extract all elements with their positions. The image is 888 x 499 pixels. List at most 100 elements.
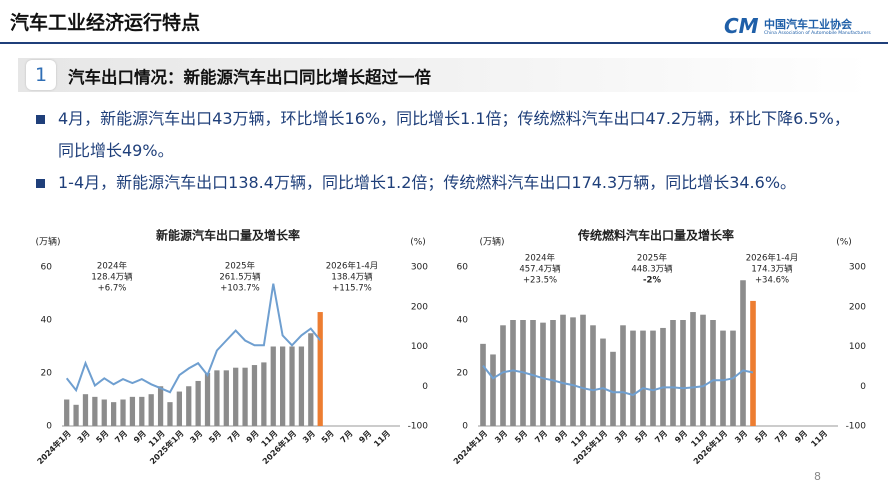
bar: [650, 330, 656, 426]
bar: [570, 317, 576, 426]
annotation: 448.3万辆: [631, 264, 673, 275]
x-tick-label: 7月: [226, 429, 242, 445]
bar: [280, 346, 286, 426]
bar: [690, 312, 696, 426]
x-tick-label: 7月: [533, 429, 549, 445]
bullet-list: 4月，新能源汽车出口43万辆，环比增长16%，同比增长1.1倍；传统燃料汽车出口…: [34, 103, 864, 199]
x-tick-label: 5月: [207, 429, 223, 445]
annotation: 128.4万辆: [91, 272, 133, 283]
bar: [580, 314, 586, 426]
y2-tick-label: 300: [849, 263, 866, 273]
bullet: 1-4月，新能源汽车出口138.4万辆，同比增长1.2倍；传统燃料汽车出口174…: [34, 167, 864, 199]
bar: [610, 351, 616, 426]
x-tick-label: 9月: [553, 429, 569, 445]
y-unit: (万辆): [35, 236, 60, 248]
bar: [251, 365, 258, 426]
bar: [308, 333, 314, 426]
y-tick-label: 20: [457, 369, 469, 379]
bar: [167, 402, 173, 426]
bar: [186, 386, 192, 426]
x-tick-label: 5月: [320, 429, 336, 445]
annotation: +6.7%: [98, 284, 127, 294]
x-tick-label: 7月: [113, 429, 129, 445]
y-unit: (万辆): [479, 236, 504, 248]
line: [65, 283, 321, 394]
bar: [298, 346, 305, 426]
bar: [640, 330, 646, 426]
line: [482, 364, 754, 397]
x-tick-label: 3月: [733, 429, 749, 445]
section-heading: 汽车出口情况：新能源汽车出口同比增长超过一倍: [68, 68, 431, 87]
chart-title: 传统燃料汽车出口量及增长率: [577, 228, 734, 243]
bar: [111, 402, 117, 426]
x-tick-label: 2024年1月: [451, 428, 489, 466]
section-number: 1: [26, 60, 56, 90]
annotation: +103.7%: [220, 284, 260, 294]
x-tick-label: 9月: [673, 429, 689, 445]
bar: [510, 320, 516, 426]
slide-title: 汽车工业经济运行特点: [10, 12, 201, 34]
y2-tick-label: -100: [846, 422, 867, 432]
bar: [64, 399, 70, 426]
annotation: 138.4万辆: [331, 272, 373, 283]
annotation: 457.4万辆: [519, 264, 561, 275]
bar: [289, 346, 295, 426]
bar: [670, 320, 676, 426]
bar: [73, 404, 79, 426]
x-tick-label: 7月: [339, 429, 355, 445]
x-tick-label: 5月: [753, 429, 769, 445]
bar: [490, 354, 496, 426]
bar: [148, 394, 154, 426]
annotation: -2%: [643, 276, 661, 286]
bar: [214, 370, 220, 426]
page-number: 8: [814, 470, 821, 483]
y2-tick-label: -100: [408, 422, 429, 432]
y-tick-label: 40: [41, 316, 53, 326]
annotation: +115.7%: [332, 284, 372, 294]
bar: [120, 399, 126, 426]
annotation: 2026年1-4月: [746, 253, 799, 264]
annotation: 2025年: [225, 261, 256, 272]
bar: [590, 325, 596, 426]
bar: [530, 320, 536, 426]
bar: [101, 399, 107, 426]
bullet: 4月，新能源汽车出口43万辆，环比增长16%，同比增长1.1倍；传统燃料汽车出口…: [34, 103, 864, 167]
logo-subtext: China Association of Automobile Manufact…: [764, 31, 871, 36]
bar: [680, 320, 686, 426]
annotation: 2025年: [637, 253, 668, 264]
y2-tick-label: 200: [411, 302, 428, 312]
x-tick-label: 3月: [76, 429, 92, 445]
bar: [176, 391, 182, 426]
y-tick-label: 40: [457, 316, 469, 326]
annotation: 2026年1-4月: [326, 261, 379, 272]
x-tick-label: 5月: [94, 429, 110, 445]
bar: [317, 312, 323, 426]
x-tick-label: 5月: [633, 429, 649, 445]
bar: [540, 322, 546, 426]
bar: [620, 325, 626, 426]
y2-unit: (%): [410, 238, 426, 248]
bar: [242, 367, 248, 426]
bar: [139, 396, 145, 426]
annotation: +23.5%: [523, 276, 557, 286]
y-tick-label: 0: [46, 422, 52, 432]
bar: [700, 314, 706, 426]
bar: [157, 386, 164, 426]
x-tick-label: 5月: [513, 429, 529, 445]
annotation: 2024年: [525, 253, 556, 264]
y2-tick-label: 200: [849, 302, 866, 312]
bar: [92, 396, 98, 426]
bar: [480, 343, 486, 426]
bar: [750, 300, 756, 426]
bar: [630, 330, 636, 426]
logo-mark: CM: [724, 14, 759, 38]
bar: [550, 320, 556, 426]
bar: [129, 396, 136, 426]
x-tick-label: 3月: [613, 429, 629, 445]
y-tick-label: 60: [41, 263, 53, 273]
y2-tick-label: 100: [411, 342, 428, 352]
x-tick-label: 9月: [793, 429, 809, 445]
y-tick-label: 0: [462, 422, 468, 432]
x-tick-label: 2024年1月: [35, 428, 73, 466]
